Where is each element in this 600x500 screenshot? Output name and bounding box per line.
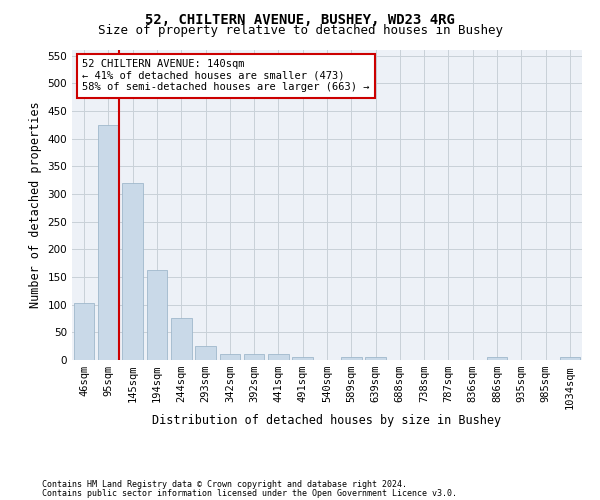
Bar: [487, 357, 508, 360]
Y-axis label: Number of detached properties: Number of detached properties: [29, 102, 42, 308]
Bar: [365, 357, 386, 360]
Bar: [98, 124, 119, 360]
Text: Contains public sector information licensed under the Open Government Licence v3: Contains public sector information licen…: [42, 489, 457, 498]
Bar: [122, 183, 143, 360]
Bar: [244, 354, 265, 360]
Bar: [268, 354, 289, 360]
Text: Size of property relative to detached houses in Bushey: Size of property relative to detached ho…: [97, 24, 503, 37]
Bar: [292, 356, 313, 360]
Text: 52 CHILTERN AVENUE: 140sqm
← 41% of detached houses are smaller (473)
58% of sem: 52 CHILTERN AVENUE: 140sqm ← 41% of deta…: [82, 60, 370, 92]
Bar: [74, 303, 94, 360]
Text: Contains HM Land Registry data © Crown copyright and database right 2024.: Contains HM Land Registry data © Crown c…: [42, 480, 407, 489]
Bar: [220, 354, 240, 360]
Bar: [146, 270, 167, 360]
Bar: [341, 357, 362, 360]
Bar: [171, 318, 191, 360]
Bar: [195, 346, 216, 360]
Bar: [560, 357, 580, 360]
Text: 52, CHILTERN AVENUE, BUSHEY, WD23 4RG: 52, CHILTERN AVENUE, BUSHEY, WD23 4RG: [145, 12, 455, 26]
X-axis label: Distribution of detached houses by size in Bushey: Distribution of detached houses by size …: [152, 414, 502, 427]
